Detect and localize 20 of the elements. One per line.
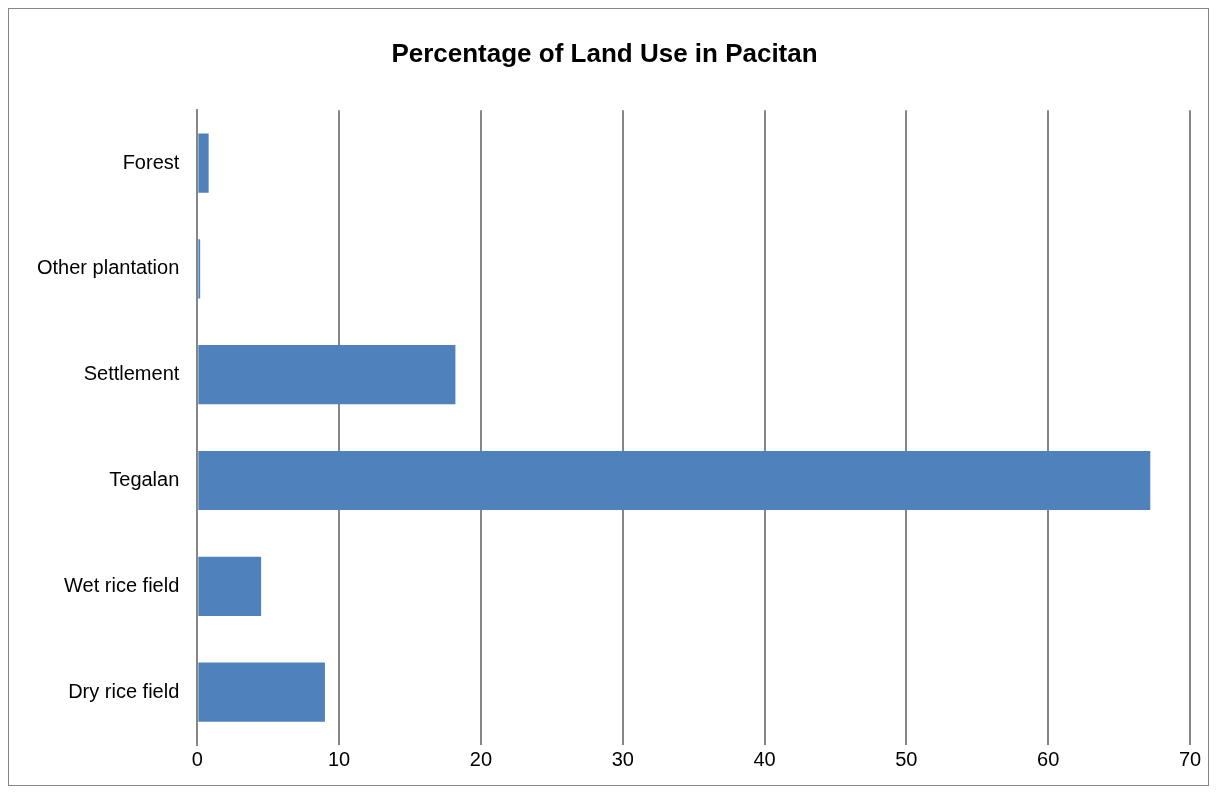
y-tick-label: Other plantation [36, 256, 180, 279]
x-tick-label: 40 [753, 747, 776, 770]
bar [198, 662, 325, 722]
bar [198, 133, 209, 193]
x-tick-label: 50 [895, 747, 918, 770]
x-tick-label: 30 [611, 747, 634, 770]
bar [198, 345, 456, 405]
bar [198, 556, 262, 616]
bar [198, 450, 1151, 511]
y-tick-label: Dry rice field [68, 679, 180, 702]
y-tick-label: Wet rice field [64, 573, 180, 596]
x-tick-label: 0 [191, 747, 203, 770]
y-tick-label: Settlement [83, 362, 180, 385]
x-tick-label: 70 [1178, 747, 1202, 770]
x-tick-label: 10 [328, 747, 351, 770]
y-tick-label: Tegalan [109, 468, 180, 491]
chart-title: Percentage of Land Use in Pacitan [391, 37, 818, 68]
x-tick-label: 20 [469, 747, 493, 770]
x-tick-label: 60 [1037, 747, 1060, 770]
y-tick-label: Forest [122, 150, 180, 173]
